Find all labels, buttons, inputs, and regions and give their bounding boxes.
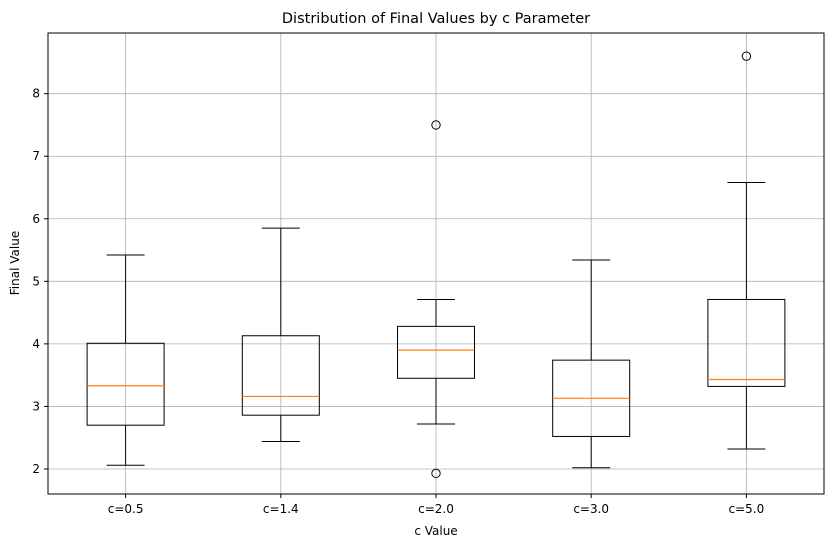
box-group: [552, 259, 631, 469]
box-group: [707, 51, 786, 450]
y-tick-label: 3: [32, 399, 40, 413]
y-tick-label: 7: [32, 149, 40, 163]
tick-layer: 2 3 4 5 6 7 8 c=0.5 c=1.4 c=2.0 c=3.0 c=5.0: [32, 87, 764, 516]
iqr-box: [397, 325, 475, 379]
box-layer: [86, 51, 786, 479]
box-group: [86, 254, 165, 466]
outlier-point: [741, 51, 752, 61]
box-group: [397, 120, 475, 479]
grid-layer: [48, 33, 824, 494]
x-tick-label: c=5.0: [729, 502, 765, 516]
chart-title: Distribution of Final Values by c Parame…: [282, 11, 590, 27]
outlier-point: [431, 120, 441, 130]
x-tick-label: c=0.5: [108, 502, 144, 516]
iqr-box: [86, 342, 165, 426]
x-tick-label: c=1.4: [263, 502, 299, 516]
y-tick-label: 8: [32, 87, 40, 101]
x-tick-label: c=3.0: [573, 502, 609, 516]
outlier-point: [431, 468, 441, 479]
y-tick-label: 5: [32, 274, 40, 288]
x-axis-label: c Value: [414, 524, 457, 538]
y-axis-label: Final Value: [8, 231, 22, 295]
iqr-box: [241, 335, 320, 416]
plot-frame: [47, 32, 825, 495]
x-tick-label: c=2.0: [418, 502, 454, 516]
iqr-box: [707, 298, 786, 387]
box-group: [241, 227, 320, 442]
y-tick-label: 4: [32, 337, 40, 351]
y-tick-label: 6: [32, 212, 40, 226]
y-tick-label: 2: [32, 462, 40, 476]
